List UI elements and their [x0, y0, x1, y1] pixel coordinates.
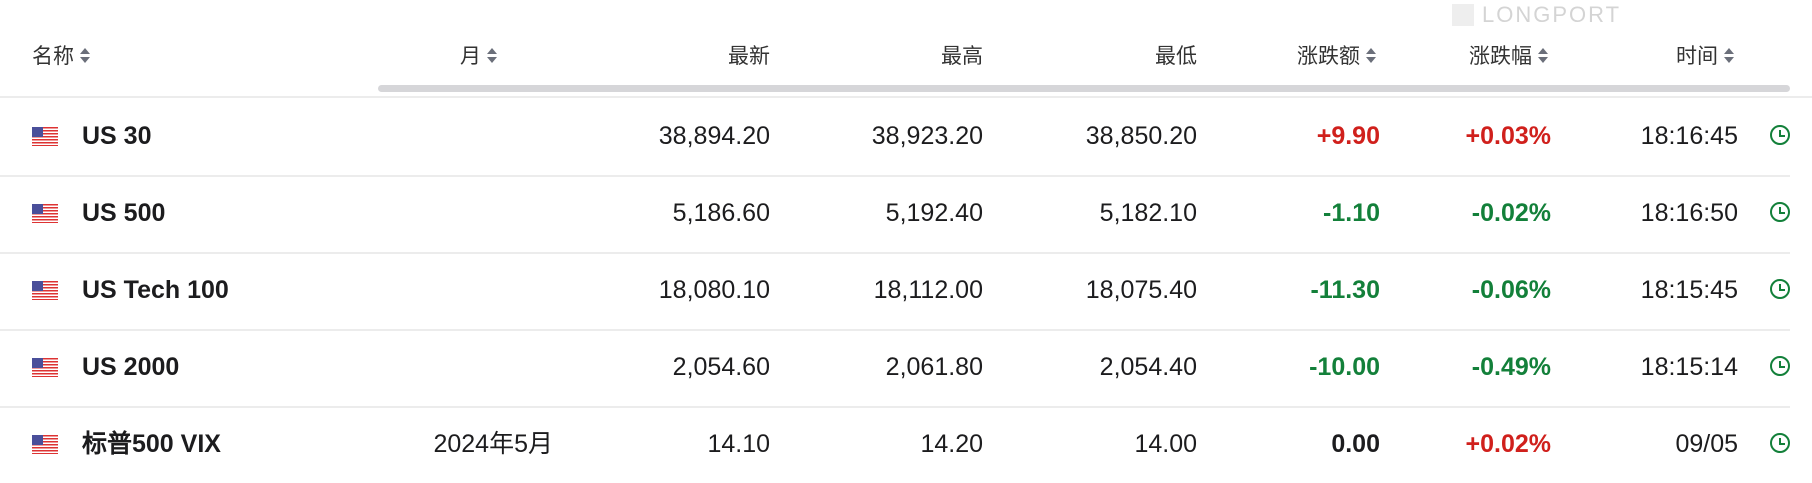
table-row[interactable]: US 2000 2,054.60 2,061.80 2,054.40 -10.00 -0.… [0, 329, 1790, 408]
low-price: 38,850.20 [1085, 122, 1197, 150]
clock-icon[interactable] [1770, 356, 1790, 376]
high-price: 18,112.00 [873, 276, 983, 304]
change-value: -1.10 [1323, 199, 1380, 227]
header-label: 月 [460, 45, 481, 68]
high-price: 38,923.20 [871, 122, 983, 150]
latest-price: 14.10 [707, 430, 770, 458]
table-row[interactable]: 标普500 VIX 2024年5月 14.10 14.20 14.00 0.00 +0.02… [0, 406, 1790, 483]
header-label: 名称 [32, 45, 74, 68]
sort-icon [487, 47, 497, 63]
latest-price: 38,894.20 [658, 122, 770, 150]
table-header: 名称 月 最新 最高 最低 涨跌额 涨跌幅 时间 LONGPORT [0, 0, 1812, 98]
change-value: -11.30 [1310, 276, 1380, 304]
sort-icon [80, 47, 90, 63]
header-label: 最高 [941, 45, 983, 68]
low-price: 2,054.40 [1099, 353, 1197, 381]
latest-price: 5,186.60 [672, 199, 770, 227]
high-price: 14.20 [920, 430, 983, 458]
sort-icon [1366, 47, 1376, 63]
low-price: 18,075.40 [1085, 276, 1197, 304]
change-percent: -0.02% [1471, 199, 1551, 227]
header-label: 涨跌额 [1297, 45, 1360, 68]
clock-icon[interactable] [1770, 433, 1790, 453]
header-label: 时间 [1676, 45, 1718, 68]
update-time: 18:15:14 [1640, 353, 1738, 381]
watermark: LONGPORT [1482, 2, 1622, 27]
update-time: 18:16:45 [1640, 122, 1738, 150]
change-value: 0.00 [1331, 430, 1380, 458]
instrument-name[interactable]: US 2000 [82, 353, 180, 381]
watermark-logo [1452, 4, 1474, 26]
update-time: 18:16:50 [1640, 199, 1738, 227]
change-percent: -0.06% [1471, 276, 1551, 304]
instrument-name[interactable]: US 500 [82, 199, 166, 227]
instrument-name[interactable]: US Tech 100 [82, 276, 229, 304]
header-time[interactable]: 时间 [1676, 40, 1734, 70]
sort-icon [1724, 47, 1734, 63]
header-month[interactable]: 月 [460, 40, 497, 70]
header-high[interactable]: 最高 [941, 40, 983, 70]
high-price: 2,061.80 [885, 353, 983, 381]
instrument-name[interactable]: US 30 [82, 122, 152, 150]
change-percent: +0.02% [1465, 430, 1552, 458]
header-latest[interactable]: 最新 [728, 40, 770, 70]
us-flag-icon [32, 281, 58, 300]
latest-price: 18,080.10 [658, 276, 770, 304]
table-row[interactable]: US Tech 100 18,080.10 18,112.00 18,075.40 -1… [0, 252, 1790, 331]
change-percent: -0.49% [1471, 353, 1551, 381]
month-value: 2024年5月 [433, 430, 553, 458]
update-time: 18:15:45 [1640, 276, 1738, 304]
instrument-name[interactable]: 标普500 VIX [82, 430, 221, 458]
header-label: 最低 [1155, 45, 1197, 68]
clock-icon[interactable] [1770, 125, 1790, 145]
us-flag-icon [32, 204, 58, 223]
header-name[interactable]: 名称 [32, 40, 90, 70]
header-low[interactable]: 最低 [1155, 40, 1197, 70]
update-time: 09/05 [1675, 430, 1738, 458]
header-change[interactable]: 涨跌额 [1297, 40, 1376, 70]
horizontal-scrollbar[interactable] [378, 85, 1790, 92]
table-row[interactable]: US 30 38,894.20 38,923.20 38,850.20 +9.90 +0.… [0, 98, 1790, 177]
table-row[interactable]: US 500 5,186.60 5,192.40 5,182.10 -1.10 -0.02… [0, 175, 1790, 254]
header-label: 最新 [728, 45, 770, 68]
sort-icon [1538, 47, 1548, 63]
change-value: +9.90 [1316, 122, 1380, 150]
us-flag-icon [32, 127, 58, 146]
latest-price: 2,054.60 [672, 353, 770, 381]
change-percent: +0.03% [1465, 122, 1552, 150]
clock-icon[interactable] [1770, 279, 1790, 299]
us-flag-icon [32, 435, 58, 454]
low-price: 5,182.10 [1099, 199, 1197, 227]
header-change-pct[interactable]: 涨跌幅 [1469, 40, 1548, 70]
clock-icon[interactable] [1770, 202, 1790, 222]
header-label: 涨跌幅 [1469, 45, 1532, 68]
high-price: 5,192.40 [885, 199, 983, 227]
change-value: -10.00 [1309, 353, 1380, 381]
us-flag-icon [32, 358, 58, 377]
low-price: 14.00 [1134, 430, 1197, 458]
